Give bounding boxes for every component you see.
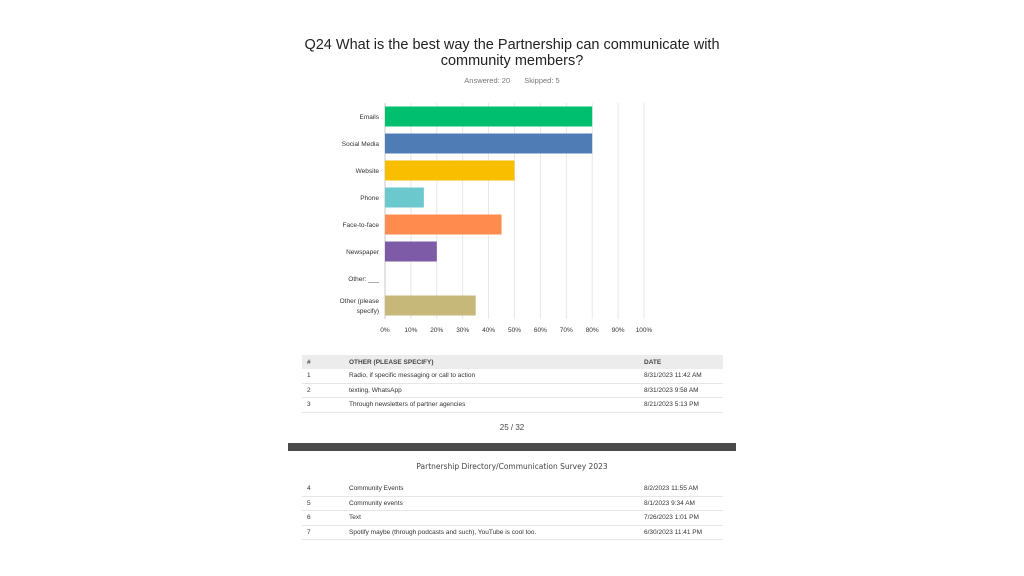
x-tick-label: 70% [560,327,573,334]
row-num: 4 [307,485,311,493]
report-page [288,0,736,443]
x-tick-label: 40% [482,327,495,334]
answered-count: Answered: 20 [464,76,511,85]
responses-table-continued: 4 Community Events 8/2/2023 11:55 AM 5 C… [302,482,723,540]
row-date: 8/1/2023 9:34 AM [644,499,695,507]
category-label: Other (please [340,298,380,305]
bar-phone [385,187,424,208]
table-row: 5 Community events 8/1/2023 9:34 AM [302,497,723,511]
row-num: 7 [307,528,311,536]
x-tick-label: 30% [456,327,469,334]
row-date: 6/30/2023 11:41 PM [644,528,703,536]
row-date: 8/31/2023 9:58 AM [644,386,699,394]
x-tick-label: 100% [636,327,653,334]
x-tick-label: 50% [508,327,521,334]
bar-website [385,160,515,181]
x-tick-label: 10% [404,327,417,334]
row-num: 2 [307,386,311,394]
page-number: 25 / 32 [499,423,525,432]
row-text: Radio, if specific messaging or call to … [349,372,476,380]
category-label: Newspaper [346,249,380,256]
row-num: 6 [307,514,311,522]
x-tick-label: 80% [586,327,599,334]
row-text: texting, WhatsApp [349,386,402,394]
header-text: OTHER (PLEASE SPECIFY) [349,358,434,366]
header-num: # [307,358,311,366]
row-date: 8/21/2023 5:13 PM [644,401,699,409]
table-row: 1 Radio, if specific messaging or call t… [302,369,723,384]
row-date: 8/2/2023 11:55 AM [644,485,699,493]
category-label: Emails [359,114,379,121]
table-header: # OTHER (PLEASE SPECIFY) DATE [302,355,723,369]
table-row: 7 Spotify maybe (through podcasts and su… [302,526,723,540]
row-num: 3 [307,401,311,409]
row-text: Community Events [349,485,404,493]
bar-face-to-face [385,214,502,235]
bar-chart: Emails Social Media Website Phone Face-to-fa… [340,103,653,334]
bar-emails [385,106,593,127]
bar-newspaper [385,241,437,262]
report-page-2 [288,451,736,576]
header-date: DATE [644,358,662,366]
page-header: Partnership Directory/Communication Surv… [416,462,608,471]
category-label: Social Media [342,141,380,148]
page-divider [288,443,736,451]
row-text: Through newsletters of partner agencies [349,401,466,409]
skipped-count: Skipped: 5 [524,76,560,85]
row-num: 5 [307,499,311,507]
category-label: Other: ___ [348,276,379,283]
x-tick-label: 60% [534,327,547,334]
x-tick-label: 0% [380,327,390,334]
x-tick-label: 90% [612,327,625,334]
row-date: 7/26/2023 1:01 PM [644,514,699,522]
category-label: specify) [357,308,379,315]
row-date: 8/31/2023 11:42 AM [644,372,702,380]
table-row: 3 Through newsletters of partner agencie… [302,398,723,413]
bar-other-please-specify [385,295,476,316]
category-label: Website [356,168,380,175]
category-label: Phone [360,195,379,202]
x-tick-label: 20% [430,327,443,334]
row-text: Community events [349,499,403,507]
table-row: 2 texting, WhatsApp 8/31/2023 9:58 AM [302,384,723,398]
bar-social-media [385,133,593,154]
responses-table: # OTHER (PLEASE SPECIFY) DATE 1 Radio, i… [302,355,723,413]
row-num: 1 [307,372,311,380]
category-label: Face-to-face [343,222,380,229]
row-text: Spotify maybe (through podcasts and such… [349,528,537,536]
row-text: Text [349,514,361,522]
question-title: Q24 What is the best way the Partnership… [304,37,720,69]
table-row: 4 Community Events 8/2/2023 11:55 AM [302,482,723,497]
table-row: 6 Text 7/26/2023 1:01 PM [302,511,723,526]
response-stats: Answered: 20 Skipped: 5 [288,76,736,85]
